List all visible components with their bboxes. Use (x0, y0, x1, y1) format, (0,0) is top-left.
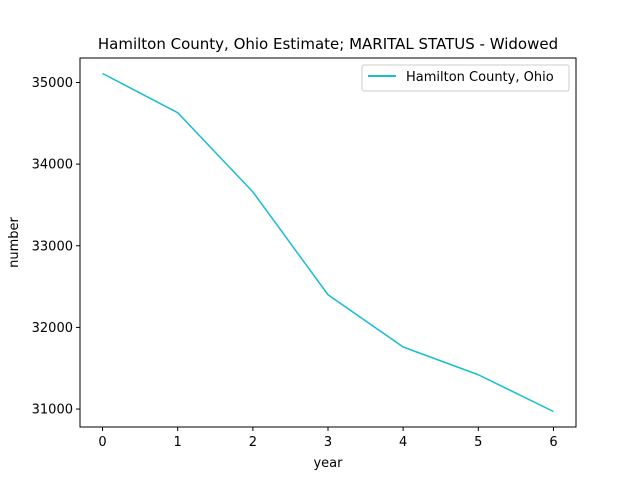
plot-frame (79, 57, 577, 428)
series-layer (102, 72, 554, 413)
x-tick-label: 5 (474, 435, 482, 450)
y-tick-label: 33000 (32, 239, 73, 254)
y-tick-label: 35000 (32, 76, 73, 91)
chart-title: Hamilton County, Ohio Estimate; MARITAL … (98, 35, 558, 53)
plot-area (79, 57, 577, 428)
x-tick-label: 2 (249, 435, 257, 450)
series-line-0 (102, 72, 554, 413)
y-tick-label: 34000 (32, 158, 73, 173)
x-axis: 0 1 2 3 4 5 6 (98, 427, 558, 450)
y-axis-label: number (7, 216, 22, 267)
x-tick-label: 6 (549, 435, 557, 450)
x-axis-label: year (313, 456, 343, 471)
legend-label: Hamilton County, Ohio (406, 70, 554, 85)
y-axis: 31000 32000 33000 34000 35000 (32, 76, 80, 418)
x-tick-label: 0 (98, 435, 106, 450)
x-tick-label: 1 (174, 435, 182, 450)
legend-box (361, 64, 570, 92)
legend: Hamilton County, Ohio (361, 64, 570, 92)
x-tick-label: 4 (399, 435, 407, 450)
y-tick-label: 32000 (32, 321, 73, 336)
x-tick-label: 3 (324, 435, 332, 450)
y-tick-label: 31000 (32, 403, 73, 418)
